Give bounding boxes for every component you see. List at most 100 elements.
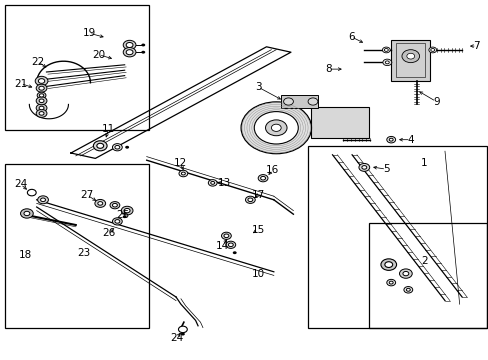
Circle shape	[36, 97, 47, 105]
Text: 9: 9	[432, 96, 439, 107]
Circle shape	[247, 198, 252, 202]
Circle shape	[388, 138, 392, 141]
Circle shape	[36, 109, 47, 117]
Circle shape	[406, 288, 409, 291]
Bar	[281, 95, 317, 108]
Circle shape	[39, 94, 44, 97]
Text: 13: 13	[217, 178, 230, 188]
Circle shape	[20, 209, 33, 218]
Text: 19: 19	[82, 28, 96, 38]
Bar	[5, 164, 149, 328]
Text: 3: 3	[254, 82, 261, 92]
Circle shape	[403, 287, 412, 293]
Circle shape	[123, 48, 136, 57]
Text: 24: 24	[170, 333, 183, 343]
Circle shape	[39, 112, 44, 115]
Text: 15: 15	[251, 225, 264, 235]
Bar	[307, 146, 486, 328]
Text: 23: 23	[77, 248, 91, 258]
Text: 22: 22	[31, 57, 45, 67]
Circle shape	[428, 47, 436, 53]
Circle shape	[110, 202, 120, 209]
Circle shape	[24, 211, 30, 216]
Text: 11: 11	[102, 124, 115, 134]
Circle shape	[39, 106, 44, 110]
Text: 6: 6	[347, 32, 354, 42]
Circle shape	[36, 84, 47, 92]
Bar	[368, 223, 486, 328]
Circle shape	[386, 136, 395, 143]
Circle shape	[93, 141, 107, 151]
Circle shape	[402, 271, 408, 276]
Circle shape	[123, 40, 136, 50]
Circle shape	[141, 44, 145, 46]
Circle shape	[271, 124, 281, 131]
Text: 24: 24	[14, 179, 27, 189]
Circle shape	[361, 166, 366, 169]
Circle shape	[112, 203, 117, 207]
Circle shape	[254, 112, 298, 144]
Circle shape	[283, 98, 293, 105]
Circle shape	[232, 251, 236, 254]
Text: 12: 12	[173, 158, 186, 168]
Circle shape	[126, 42, 133, 48]
Circle shape	[382, 59, 391, 66]
Circle shape	[36, 104, 47, 112]
Circle shape	[181, 172, 185, 175]
Circle shape	[406, 53, 414, 59]
Circle shape	[208, 180, 217, 186]
Circle shape	[112, 218, 122, 225]
Text: 14: 14	[215, 240, 229, 251]
Circle shape	[124, 208, 130, 213]
Text: 25: 25	[116, 210, 130, 220]
Text: 20: 20	[92, 50, 105, 60]
Circle shape	[210, 181, 214, 184]
Circle shape	[385, 61, 388, 64]
Text: 16: 16	[265, 165, 279, 175]
Circle shape	[384, 262, 392, 267]
Circle shape	[37, 92, 46, 99]
Text: 7: 7	[472, 41, 479, 51]
Circle shape	[181, 333, 184, 336]
Text: 4: 4	[407, 135, 413, 145]
Text: 8: 8	[325, 64, 331, 74]
Text: 17: 17	[251, 190, 264, 200]
Circle shape	[112, 144, 122, 151]
Circle shape	[97, 143, 103, 148]
Circle shape	[430, 49, 434, 51]
Bar	[310, 107, 368, 138]
Bar	[390, 40, 429, 81]
Circle shape	[38, 196, 48, 204]
Circle shape	[386, 279, 395, 286]
Circle shape	[245, 196, 255, 203]
Circle shape	[241, 102, 311, 154]
Circle shape	[382, 47, 389, 53]
Circle shape	[179, 170, 187, 177]
Circle shape	[401, 50, 419, 63]
Circle shape	[38, 79, 45, 84]
Circle shape	[141, 51, 145, 54]
Circle shape	[115, 220, 120, 223]
Circle shape	[221, 232, 231, 239]
Circle shape	[35, 76, 48, 86]
Circle shape	[225, 241, 235, 248]
Circle shape	[228, 243, 233, 247]
Circle shape	[178, 326, 187, 333]
Circle shape	[98, 202, 102, 205]
Circle shape	[384, 49, 387, 51]
Text: 26: 26	[102, 228, 115, 238]
Circle shape	[126, 50, 133, 55]
Circle shape	[224, 234, 228, 238]
Text: 21: 21	[14, 78, 27, 89]
Circle shape	[260, 176, 265, 180]
Circle shape	[122, 215, 126, 218]
Bar	[5, 5, 149, 130]
Text: 2: 2	[420, 256, 427, 266]
Circle shape	[41, 198, 45, 202]
Circle shape	[358, 163, 369, 171]
Circle shape	[39, 86, 44, 90]
Circle shape	[265, 120, 286, 136]
Circle shape	[121, 206, 133, 215]
Circle shape	[399, 269, 411, 278]
Text: 5: 5	[382, 164, 389, 174]
